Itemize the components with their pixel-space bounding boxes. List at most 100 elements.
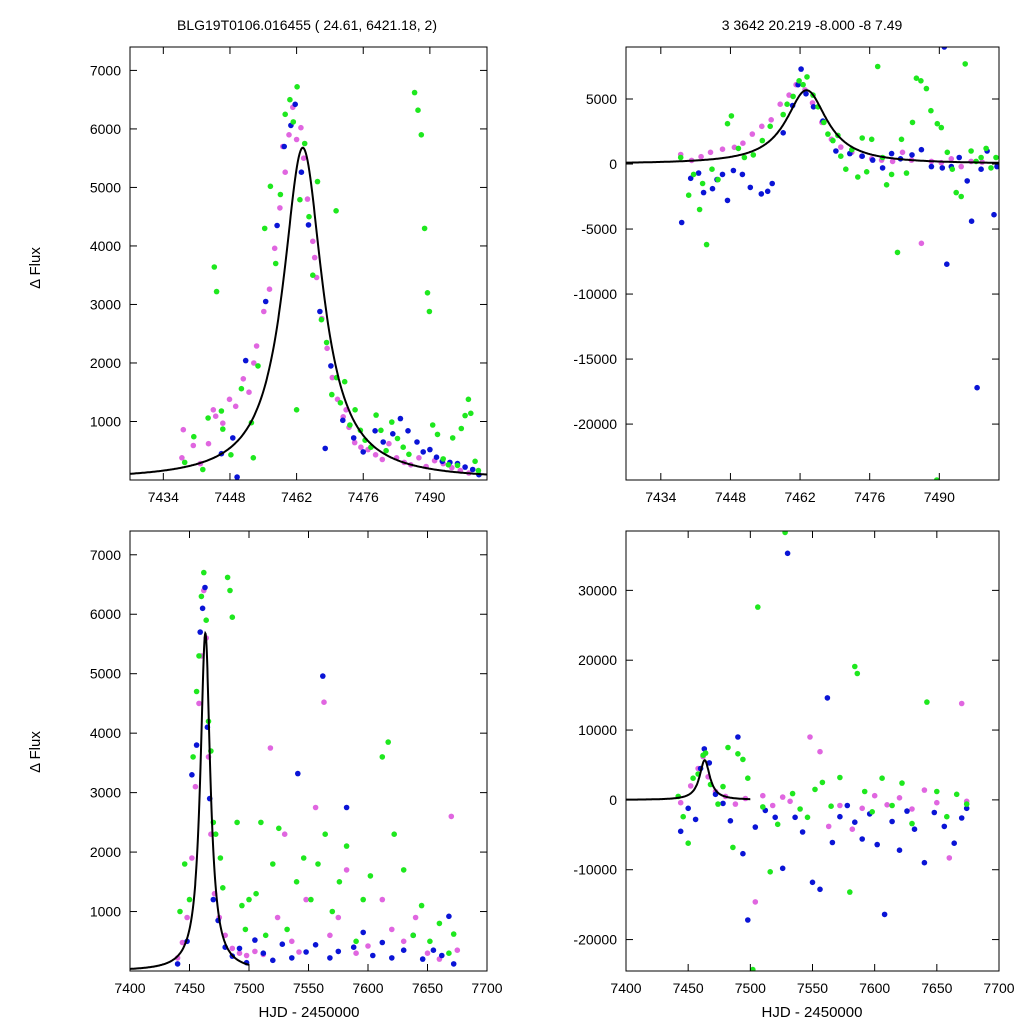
data-point-magenta	[286, 132, 292, 138]
data-point-blue	[379, 939, 386, 946]
data-point-green	[228, 452, 234, 458]
data-point-green	[300, 855, 307, 861]
data-point-magenta	[379, 456, 386, 463]
data-point-magenta	[871, 792, 878, 799]
data-point-green	[250, 455, 257, 461]
data-point-green	[843, 166, 849, 172]
data-point-magenta	[779, 794, 786, 800]
data-point-magenta	[448, 813, 455, 820]
x-tick-label: 7476	[348, 489, 379, 505]
data-point-green	[789, 790, 796, 797]
data-point-blue	[274, 222, 280, 229]
data-point-blue	[928, 163, 935, 170]
y-tick-label: 5000	[90, 666, 121, 682]
data-point-green	[181, 861, 188, 867]
data-point-magenta	[889, 158, 896, 165]
data-point-blue	[881, 911, 888, 918]
data-point-blue	[745, 917, 751, 923]
data-point-green	[468, 410, 474, 417]
data-point-blue	[974, 384, 980, 391]
data-point-green	[193, 688, 200, 695]
data-point-green	[373, 412, 379, 418]
data-point-blue	[360, 929, 367, 936]
y-tick-label: -15000	[573, 351, 617, 367]
data-point-blue	[193, 742, 200, 748]
data-point-blue	[414, 439, 420, 445]
y-tick-label: 10000	[578, 722, 617, 738]
data-point-magenta	[958, 700, 965, 707]
data-point-blue	[706, 760, 713, 766]
data-point-green	[421, 225, 428, 232]
data-point-blue	[439, 952, 445, 959]
data-point-green	[261, 225, 268, 232]
data-point-blue	[433, 454, 440, 461]
x-tick-label: 7600	[859, 980, 890, 996]
data-point-magenta	[190, 442, 197, 449]
y-tick-label: 0	[609, 156, 617, 172]
data-point-green	[745, 775, 751, 781]
data-point-green	[426, 308, 433, 315]
data-point-green	[690, 171, 697, 178]
data-point-blue	[963, 805, 970, 812]
data-point-magenta	[180, 426, 187, 433]
data-point-blue	[740, 850, 746, 857]
data-point-magenta	[896, 795, 903, 801]
data-point-green	[677, 154, 684, 161]
data-point-magenta	[769, 802, 776, 809]
data-point-magenta	[293, 136, 300, 143]
data-point-magenta	[298, 124, 304, 131]
data-point-green	[429, 422, 436, 428]
data-point-green	[353, 938, 359, 945]
data-point-green	[968, 148, 974, 154]
data-point-green	[983, 145, 989, 152]
x-tick-label: 7650	[921, 980, 952, 996]
plot-frame	[625, 530, 1000, 972]
data-point-green	[454, 462, 461, 469]
data-point-blue	[678, 219, 685, 226]
data-point-green	[227, 587, 233, 594]
data-point-green	[800, 81, 806, 88]
data-point-green	[703, 241, 710, 248]
data-point-blue	[719, 171, 726, 178]
data-point-blue	[769, 180, 775, 187]
data-point-magenta	[251, 360, 257, 366]
x-tick-label: 7600	[352, 980, 383, 996]
data-point-green	[200, 466, 206, 473]
data-point-green	[318, 316, 325, 323]
data-point-magenta	[300, 155, 307, 161]
data-point-green	[224, 574, 231, 581]
data-point-green	[883, 182, 890, 188]
data-point-green	[962, 61, 968, 67]
data-point-green	[333, 208, 339, 214]
data-point-green	[323, 339, 330, 346]
data-point-blue	[833, 148, 839, 154]
data-point-magenta	[329, 374, 336, 381]
x-tick-label: 7400	[610, 980, 641, 996]
data-point-green	[406, 451, 412, 458]
data-point-magenta	[760, 792, 766, 799]
data-point-blue	[230, 435, 236, 441]
data-point-green	[755, 604, 761, 610]
data-point-green	[685, 192, 692, 198]
data-point-green	[944, 149, 951, 156]
data-point-green	[294, 84, 300, 90]
y-tick-label: 5000	[586, 91, 617, 107]
y-tick-label: -5000	[581, 221, 617, 237]
data-point-magenta	[289, 938, 295, 945]
data-point-blue	[792, 814, 798, 821]
data-point-green	[449, 435, 456, 441]
data-point-blue	[809, 879, 816, 886]
data-point-blue	[405, 428, 411, 434]
y-tick-label: 3000	[90, 296, 121, 312]
data-point-blue	[799, 829, 806, 835]
data-point-green	[725, 744, 731, 751]
data-point-green	[978, 154, 984, 161]
data-point-green	[290, 119, 297, 125]
data-point-green	[267, 183, 274, 190]
data-point-green	[218, 408, 225, 414]
data-point-magenta	[358, 444, 364, 451]
data-point-green	[220, 885, 226, 891]
data-point-blue	[779, 865, 786, 872]
data-point-magenta	[921, 787, 928, 793]
data-point-blue	[430, 947, 437, 953]
